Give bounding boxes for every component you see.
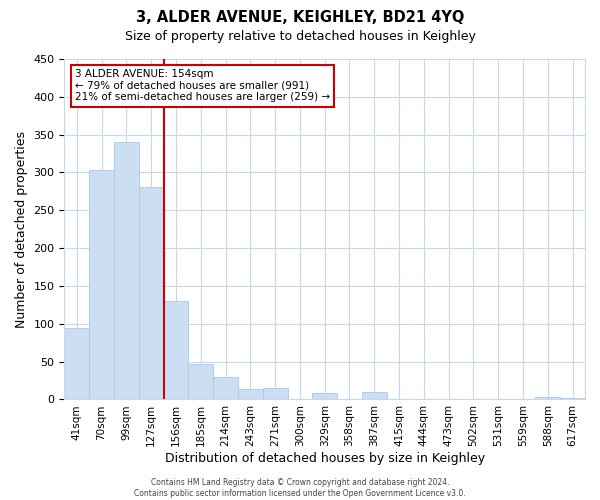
Text: Size of property relative to detached houses in Keighley: Size of property relative to detached ho…	[125, 30, 475, 43]
Text: 3 ALDER AVENUE: 154sqm
← 79% of detached houses are smaller (991)
21% of semi-de: 3 ALDER AVENUE: 154sqm ← 79% of detached…	[75, 69, 330, 102]
Bar	[560, 398, 585, 400]
Bar	[188, 364, 213, 400]
Bar	[114, 142, 139, 400]
Bar	[362, 392, 386, 400]
Y-axis label: Number of detached properties: Number of detached properties	[15, 130, 28, 328]
Bar	[263, 388, 287, 400]
Text: 3, ALDER AVENUE, KEIGHLEY, BD21 4YQ: 3, ALDER AVENUE, KEIGHLEY, BD21 4YQ	[136, 10, 464, 25]
Bar	[89, 170, 114, 400]
Bar	[139, 187, 164, 400]
Bar	[238, 389, 263, 400]
Bar	[535, 397, 560, 400]
X-axis label: Distribution of detached houses by size in Keighley: Distribution of detached houses by size …	[164, 452, 485, 465]
Bar	[164, 301, 188, 400]
Bar	[213, 377, 238, 400]
Bar	[64, 328, 89, 400]
Text: Contains HM Land Registry data © Crown copyright and database right 2024.
Contai: Contains HM Land Registry data © Crown c…	[134, 478, 466, 498]
Bar	[313, 394, 337, 400]
